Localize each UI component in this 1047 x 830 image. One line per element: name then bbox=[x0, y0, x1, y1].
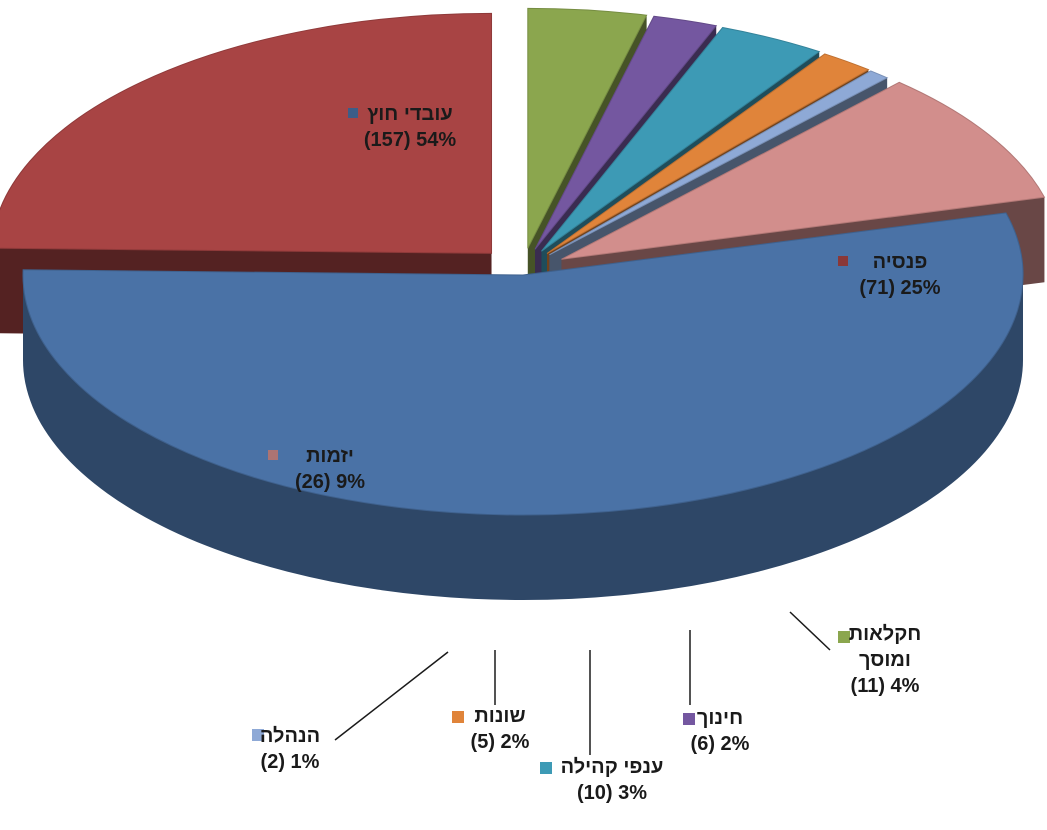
pie-tops bbox=[0, 7, 1046, 516]
slice-label-ענפי-קהילה-line2: (10) 3% bbox=[577, 782, 647, 804]
slice-label-עובדי-חוץ-line1: עובדי חוץ bbox=[367, 103, 453, 125]
slice-label-הנהלה-line1: הנהלה bbox=[260, 725, 320, 747]
legend-swatch-פנסיה bbox=[838, 256, 848, 266]
slice-side-עובדי-חוץ-0 bbox=[23, 275, 1023, 600]
slice-label-חינוך-line2: (6) 2% bbox=[691, 733, 750, 755]
legend-swatch-שונות bbox=[452, 711, 464, 723]
legend-swatch-עובדי-חוץ bbox=[348, 108, 358, 118]
slice-label-חקלאות-ומוסך-line2: ומוסך bbox=[859, 649, 911, 671]
slice-עובדי-חוץ bbox=[22, 212, 1024, 516]
legend-swatch-יזמות bbox=[268, 450, 278, 460]
legend-swatch-חקלאות-ומוסך bbox=[838, 631, 850, 643]
legend-swatch-ענפי-קהילה bbox=[540, 762, 552, 774]
slice-פנסיה bbox=[0, 12, 493, 254]
slice-label-יזמות-line2: (26) 9% bbox=[295, 471, 365, 493]
slice-label-חקלאות-ומוסך-line1: חקלאות bbox=[849, 623, 922, 645]
leader-lines bbox=[334, 611, 831, 755]
legend-swatch-חינוך bbox=[683, 713, 695, 725]
slice-label-יזמות-line1: יזמות bbox=[306, 445, 354, 467]
slice-label-פנסיה-line2: (71) 25% bbox=[859, 277, 940, 299]
slice-הנהלה bbox=[549, 70, 889, 256]
slice-שונות bbox=[546, 53, 870, 254]
slice-יזמות bbox=[561, 81, 1046, 260]
slice-חינוך bbox=[534, 15, 718, 250]
slice-label-עובדי-חוץ-line2: (157) 54% bbox=[364, 129, 456, 151]
slice-label-חקלאות-ומוסך-line3: (11) 4% bbox=[851, 675, 920, 697]
slice-label-חינוך-line1: חינוך bbox=[697, 707, 743, 729]
slice-label-פנסיה-line1: פנסיה bbox=[873, 251, 928, 273]
slice-label-ענפי-קהילה-line1: ענפי קהילה bbox=[561, 756, 664, 778]
slice-labels: עובדי חוץ (157) 54% פנסיה (71) 25% חקלאות ומו… bbox=[252, 103, 941, 804]
slice-label-שונות-line2: (5) 2% bbox=[471, 731, 530, 753]
slice-label-הנהלה-line2: (2) 1% bbox=[261, 751, 320, 773]
leader-line-הנהלה bbox=[334, 651, 449, 741]
legend-swatch-הנהלה bbox=[252, 729, 264, 741]
slice-ענפי-קהילה bbox=[541, 26, 821, 252]
leader-line-חקלאות-ומוסך bbox=[789, 611, 831, 651]
slice-label-שונות-line1: שונות bbox=[474, 705, 525, 727]
slice-חקלאות-ומוסך bbox=[527, 7, 648, 249]
